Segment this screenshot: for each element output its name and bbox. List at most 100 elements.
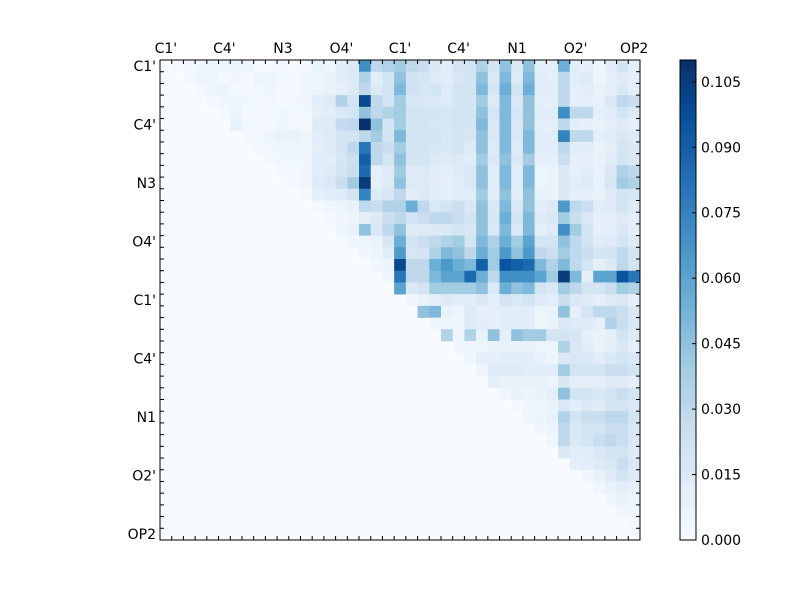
colorbar-segment	[680, 272, 696, 277]
heatmap-cell	[464, 83, 477, 96]
heatmap-cell	[312, 200, 325, 213]
heatmap-cell	[522, 329, 535, 342]
heatmap-cell	[394, 95, 407, 108]
y-tick-label: C4'	[133, 117, 156, 133]
heatmap-cell	[581, 106, 594, 119]
heatmap-cell	[616, 270, 629, 283]
heatmap-cell	[335, 130, 348, 143]
heatmap-cell	[347, 106, 360, 119]
heatmap-cell	[511, 294, 524, 307]
heatmap-cell	[511, 235, 524, 248]
heatmap-cell	[628, 235, 641, 248]
colorbar-segment	[680, 440, 696, 445]
heatmap-cell	[487, 223, 500, 236]
heatmap-cell	[417, 165, 430, 178]
heatmap-cell	[429, 153, 442, 166]
heatmap-cell	[522, 305, 535, 318]
heatmap-cell	[206, 60, 219, 73]
heatmap-cell	[335, 118, 348, 131]
heatmap-cell	[370, 83, 383, 96]
heatmap-cell	[370, 247, 383, 260]
heatmap-cell	[429, 177, 442, 190]
heatmap-cell	[487, 376, 500, 389]
heatmap-cell	[464, 270, 477, 283]
heatmap-cell	[616, 399, 629, 412]
heatmap-cell	[522, 235, 535, 248]
heatmap-cell	[476, 95, 489, 108]
colorbar-segment	[680, 360, 696, 365]
heatmap-cell	[604, 434, 617, 447]
heatmap-cell	[534, 282, 547, 295]
heatmap-cell	[546, 141, 559, 154]
colorbar-segment	[680, 92, 696, 97]
heatmap-cell	[604, 247, 617, 260]
heatmap-cell	[347, 141, 360, 154]
heatmap-cell	[581, 153, 594, 166]
heatmap-cell	[569, 60, 582, 73]
heatmap-cell	[464, 329, 477, 342]
heatmap-cell	[440, 329, 453, 342]
heatmap-cell	[569, 106, 582, 119]
heatmap-cell	[593, 364, 606, 377]
heatmap-cell	[417, 200, 430, 213]
heatmap-cell	[487, 141, 500, 154]
heatmap-cell	[616, 317, 629, 330]
heatmap-cell	[359, 71, 372, 84]
colorbar-segment	[680, 176, 696, 181]
heatmap-cell	[429, 141, 442, 154]
heatmap-cell	[277, 118, 290, 131]
heatmap-cell	[382, 177, 395, 190]
heatmap-cell	[265, 130, 278, 143]
heatmap-cell	[522, 387, 535, 400]
colorbar-segment	[680, 376, 696, 381]
heatmap-cell	[558, 387, 571, 400]
heatmap-cell	[558, 399, 571, 412]
heatmap-cell	[429, 305, 442, 318]
heatmap-cell	[616, 177, 629, 190]
heatmap-cell	[440, 259, 453, 272]
heatmap-cell	[628, 493, 641, 506]
heatmap-cell	[476, 317, 489, 330]
heatmap-cell	[323, 188, 336, 201]
heatmap-cell	[382, 270, 395, 283]
heatmap-cell	[370, 95, 383, 108]
heatmap-cell	[370, 223, 383, 236]
heatmap-cell	[604, 177, 617, 190]
heatmap-cell	[546, 270, 559, 283]
heatmap-cell	[440, 294, 453, 307]
heatmap-cell	[499, 188, 512, 201]
colorbar-segment	[680, 328, 696, 333]
heatmap-cell	[417, 305, 430, 318]
heatmap-cell	[429, 118, 442, 131]
heatmap-cell	[452, 71, 465, 84]
colorbar-segment	[680, 468, 696, 473]
heatmap-cell	[347, 95, 360, 108]
heatmap-cell	[558, 247, 571, 260]
colorbar-segment	[680, 148, 696, 153]
colorbar-segment	[680, 200, 696, 205]
heatmap-cell	[487, 294, 500, 307]
heatmap-cell	[476, 212, 489, 225]
heatmap-cell	[452, 340, 465, 353]
heatmap-cell	[499, 352, 512, 365]
heatmap-cell	[558, 165, 571, 178]
colorbar-segment	[680, 244, 696, 249]
heatmap-cell	[347, 235, 360, 248]
heatmap-cell	[593, 141, 606, 154]
heatmap-cell	[604, 458, 617, 471]
heatmap-cell	[604, 83, 617, 96]
heatmap-cell	[534, 270, 547, 283]
heatmap-cell	[581, 317, 594, 330]
heatmap-cell	[522, 212, 535, 225]
heatmap-cell	[230, 60, 243, 73]
colorbar-segment	[680, 136, 696, 141]
heatmap-cell	[382, 60, 395, 73]
heatmap-cell	[569, 387, 582, 400]
heatmap-cell	[569, 223, 582, 236]
heatmap-cell	[464, 130, 477, 143]
heatmap-cell	[417, 270, 430, 283]
heatmap-cell	[405, 212, 418, 225]
heatmap-cell	[452, 247, 465, 260]
heatmap-cell	[394, 235, 407, 248]
